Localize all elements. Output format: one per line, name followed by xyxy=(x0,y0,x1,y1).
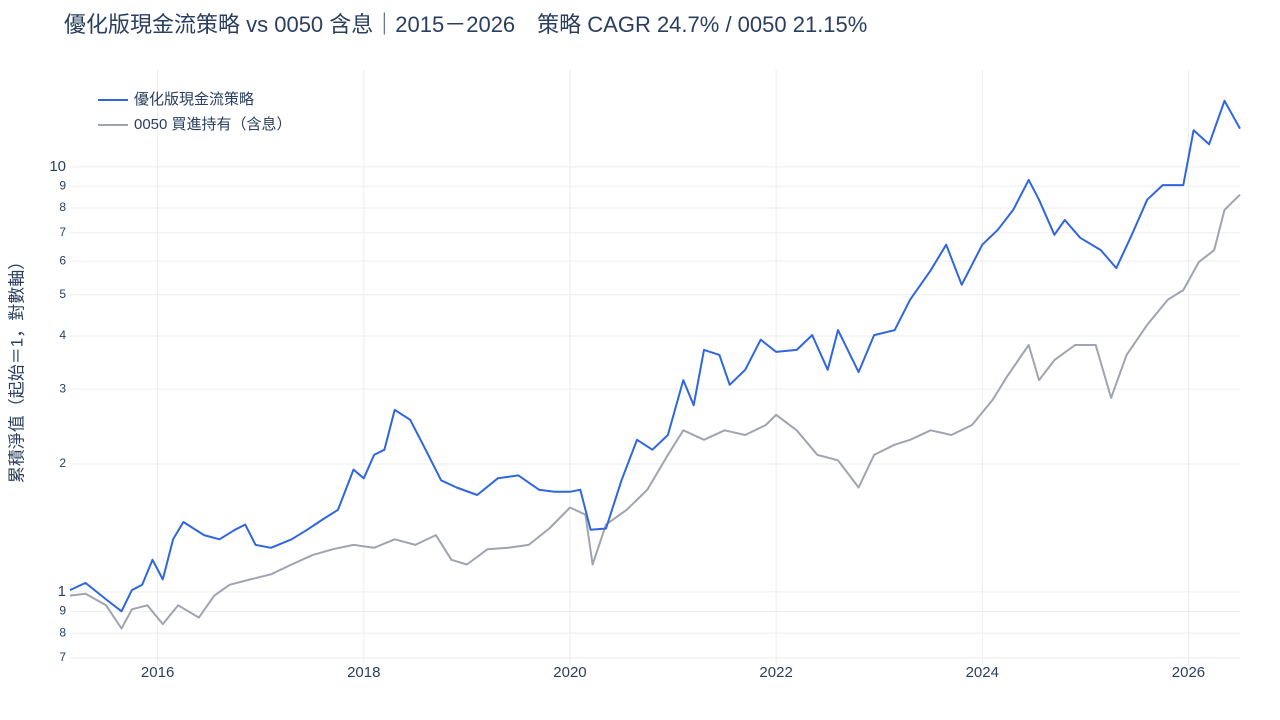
y-tick-label: 3 xyxy=(59,381,66,395)
y-tick-label: 7 xyxy=(59,650,66,664)
legend-label: 優化版現金流策略 xyxy=(134,91,254,108)
y-tick-label: 5 xyxy=(59,287,66,301)
y-tick-label: 9 xyxy=(59,604,66,618)
y-tick-label: 6 xyxy=(59,253,66,267)
x-tick-label: 2026 xyxy=(1172,664,1205,681)
y-tick-label: 8 xyxy=(59,625,66,639)
x-tick-label: 2020 xyxy=(553,664,586,681)
x-tick-label: 2018 xyxy=(347,664,380,681)
y-tick-label: 7 xyxy=(59,225,66,239)
y-tick-label: 2 xyxy=(59,456,66,470)
y-tick-label: 1 xyxy=(58,583,66,600)
y-tick-label: 4 xyxy=(59,328,66,342)
y-tick-label: 9 xyxy=(59,178,66,192)
y-tick-label: 10 xyxy=(49,158,66,175)
chart-title: 優化版現金流策略 vs 0050 含息｜2015－2026 策略 CAGR 24… xyxy=(64,12,867,37)
x-tick-label: 2016 xyxy=(141,664,174,681)
x-tick-label: 2024 xyxy=(966,664,999,681)
line-series xyxy=(69,99,1241,613)
y-axis-label: 累積淨值（起始＝1，對數軸） xyxy=(7,253,26,483)
line-series xyxy=(69,193,1241,630)
x-tick-label: 2022 xyxy=(759,664,792,681)
y-tick-label: 8 xyxy=(59,200,66,214)
legend-label: 0050 買進持有（含息） xyxy=(134,116,292,133)
